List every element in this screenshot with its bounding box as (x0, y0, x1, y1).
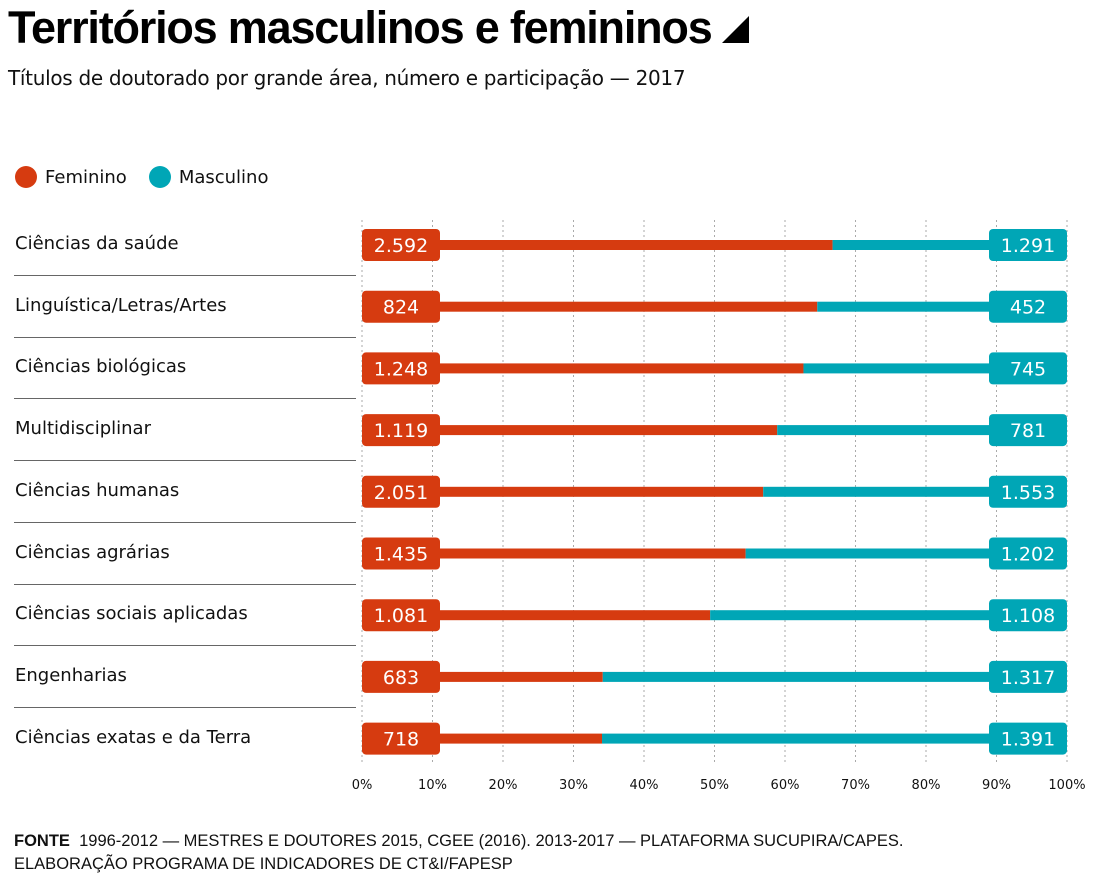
legend-swatch-feminino (15, 166, 37, 188)
legend-item-feminino: Feminino (15, 166, 127, 188)
data-label-feminino: 1.248 (374, 358, 428, 380)
data-label-feminino: 1.119 (374, 420, 428, 442)
data-label-masculino: 745 (1010, 358, 1046, 380)
bar-feminino (362, 425, 778, 436)
bar-masculino (803, 363, 1067, 374)
x-tick-label: 20% (489, 778, 518, 793)
bar-feminino (362, 548, 746, 559)
chart-title-text: Territórios masculinos e femininos (8, 2, 713, 53)
bar-masculino (777, 425, 1067, 436)
data-label-feminino: 824 (383, 297, 419, 319)
chart-subtitle: Títulos de doutorado por grande área, nú… (8, 66, 686, 90)
category-label: Ciências sociais aplicadas (15, 603, 248, 625)
row-divider (14, 706, 356, 708)
label-pill-feminino (362, 290, 440, 323)
bar-chart: 0% 10% 20% 30% 40% 50% 60% 70% 80% 90% 100% 2.592 1.… (352, 220, 1086, 793)
x-tick-label: 70% (841, 778, 870, 793)
bar-feminino (362, 363, 804, 374)
footer: FONTE 1996-2012 — MESTRES E DOUTORES 201… (14, 830, 904, 876)
category-label: Ciências da saúde (15, 233, 179, 254)
label-pill-masculino (989, 229, 1067, 261)
legend-label-masculino: Masculino (178, 166, 269, 188)
x-tick-label: 10% (418, 778, 447, 793)
x-tick-label: 90% (982, 778, 1011, 793)
data-label-feminino: 683 (383, 667, 419, 689)
category-label: Ciências humanas (15, 479, 180, 501)
x-tick-label: 100% (1048, 778, 1085, 793)
chart-title: Territórios masculinos e femininos (8, 2, 749, 54)
label-pill-feminino (362, 599, 440, 632)
category-label: Ciências biológicas (15, 356, 187, 378)
category-label: Multidisciplinar (15, 418, 151, 440)
label-pill-masculino (989, 290, 1067, 323)
label-pill-masculino (989, 352, 1067, 385)
bar-masculino (602, 733, 1067, 744)
x-tick-label: 0% (352, 778, 373, 793)
label-pill-masculino (989, 475, 1067, 508)
footer-source-label: FONTE (14, 832, 70, 850)
data-label-masculino: 1.108 (1001, 605, 1055, 627)
x-tick-label: 30% (559, 778, 588, 793)
label-pill-feminino (362, 537, 440, 570)
legend-label-feminino: Feminino (45, 166, 127, 188)
x-tick-label: 40% (630, 778, 659, 793)
row-divider (14, 521, 356, 523)
bar-feminino (362, 486, 764, 497)
data-label-feminino: 1.435 (374, 544, 428, 566)
footer-source-text: 1996-2012 — MESTRES E DOUTORES 2015, CGE… (79, 832, 904, 850)
data-label-masculino: 1.291 (1001, 235, 1055, 257)
bar-masculino (710, 610, 1067, 621)
label-pill-masculino (989, 722, 1067, 755)
label-pill-feminino (362, 352, 440, 385)
data-label-masculino: 1.317 (1001, 667, 1055, 689)
triangle-corner-icon (721, 16, 749, 43)
data-label-masculino: 452 (1010, 297, 1046, 319)
bar-feminino (362, 671, 603, 682)
footer-source-line: FONTE 1996-2012 — MESTRES E DOUTORES 201… (14, 830, 904, 853)
row-divider (14, 583, 356, 585)
x-tick-label: 50% (700, 778, 729, 793)
row-divider (14, 275, 356, 276)
row-divider (14, 645, 356, 647)
label-pill-feminino (362, 414, 440, 447)
data-label-masculino: 1.391 (1001, 729, 1055, 751)
bar-feminino (362, 240, 833, 250)
label-pill-masculino (989, 537, 1067, 570)
row-divider (14, 398, 356, 400)
bar-masculino (602, 671, 1067, 682)
bar-feminino (362, 301, 818, 312)
footer-credit-line: ELABORAÇÃO PROGRAMA DE INDICADORES DE CT… (14, 855, 513, 873)
label-pill-masculino (989, 414, 1067, 447)
data-label-feminino: 718 (383, 729, 419, 751)
bar-masculino (763, 486, 1067, 497)
label-pill-masculino (989, 599, 1067, 632)
label-pill-feminino (362, 660, 440, 693)
label-pill-feminino (362, 722, 440, 755)
bar-masculino (817, 301, 1067, 312)
bar-masculino (745, 548, 1067, 559)
data-label-masculino: 781 (1010, 420, 1046, 442)
legend: Feminino Masculino (15, 166, 290, 188)
category-label: Ciências agrárias (15, 541, 170, 563)
bar-feminino (362, 733, 603, 744)
label-pill-masculino (989, 660, 1067, 693)
bar-masculino (832, 240, 1067, 250)
x-tick-label: 60% (771, 778, 800, 793)
row-divider (14, 336, 356, 338)
data-label-masculino: 1.553 (1001, 482, 1055, 504)
category-label: Engenharias (15, 664, 127, 686)
legend-swatch-masculino (148, 166, 171, 188)
row-divider (14, 460, 356, 462)
x-tick-label: 80% (912, 778, 941, 793)
label-pill-feminino (362, 475, 440, 508)
data-label-feminino: 2.051 (374, 482, 428, 504)
legend-item-masculino: Masculino (148, 166, 269, 188)
category-label: Ciências exatas e da Terra (15, 726, 252, 748)
bar-feminino (362, 610, 711, 621)
data-label-feminino: 2.592 (374, 235, 428, 257)
data-label-feminino: 1.081 (374, 605, 428, 627)
label-pill-feminino (362, 229, 440, 261)
category-label: Linguística/Letras/Artes (15, 294, 227, 316)
data-label-masculino: 1.202 (1001, 544, 1055, 566)
